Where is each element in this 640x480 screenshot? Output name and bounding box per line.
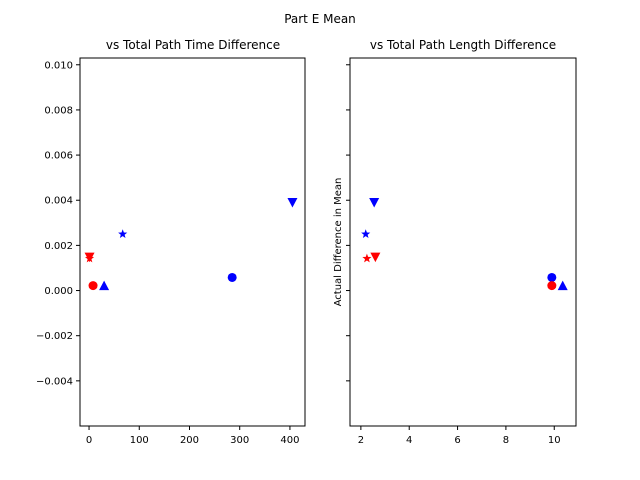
left-ytick-label: 0.008 bbox=[44, 105, 73, 116]
right-subplot-title: vs Total Path Length Difference bbox=[370, 38, 556, 52]
left-ytick-label: 0.000 bbox=[44, 286, 73, 297]
left-subplot-title: vs Total Path Time Difference bbox=[106, 38, 280, 52]
left-ytick-label: −0.002 bbox=[36, 331, 73, 342]
figure-suptitle: Part E Mean bbox=[284, 12, 356, 26]
left-ytick-label: 0.004 bbox=[44, 196, 73, 207]
left-point-blue-circle bbox=[227, 272, 237, 282]
right-point-red-star bbox=[362, 253, 372, 263]
left-xtick-label: 100 bbox=[130, 435, 149, 446]
right-xtick-label: 4 bbox=[406, 435, 412, 446]
right-point-blue-triangle-down bbox=[369, 197, 380, 208]
right-point-red-circle bbox=[547, 281, 557, 291]
left-subplot: vs Total Path Time Difference −0.004 −0.0… bbox=[36, 38, 306, 446]
right-subplot-frame bbox=[349, 57, 577, 427]
left-subplot-frame bbox=[79, 57, 306, 427]
right-point-red-triangle-down bbox=[370, 252, 381, 263]
left-ytick-label: 0.006 bbox=[44, 151, 73, 162]
left-point-red-circle bbox=[88, 281, 98, 291]
right-subplot-ylabel: Actual Difference in Mean bbox=[333, 178, 344, 307]
right-xtick-label: 10 bbox=[548, 435, 561, 446]
left-point-blue-triangle-down bbox=[287, 197, 298, 208]
right-point-blue-star bbox=[361, 229, 371, 238]
left-ytick-label: 0.010 bbox=[44, 60, 73, 71]
right-xtick-label: 6 bbox=[454, 435, 460, 446]
left-xtick-label: 200 bbox=[180, 435, 199, 446]
right-point-blue-circle bbox=[547, 272, 557, 282]
left-xtick-label: 0 bbox=[86, 435, 92, 446]
left-point-red-star bbox=[84, 253, 95, 263]
right-xtick-label: 8 bbox=[503, 435, 509, 446]
left-ytick-label: 0.002 bbox=[44, 241, 73, 252]
right-subplot: vs Total Path Length Difference Actual D… bbox=[333, 38, 577, 446]
right-point-blue-triangle-up bbox=[557, 280, 568, 291]
right-xtick-label: 2 bbox=[358, 435, 364, 446]
left-point-blue-star bbox=[118, 229, 128, 238]
left-point-blue-triangle-up bbox=[99, 280, 110, 291]
left-ytick-label: −0.004 bbox=[36, 376, 73, 387]
left-xtick-label: 400 bbox=[280, 435, 299, 446]
left-xtick-label: 300 bbox=[230, 435, 249, 446]
